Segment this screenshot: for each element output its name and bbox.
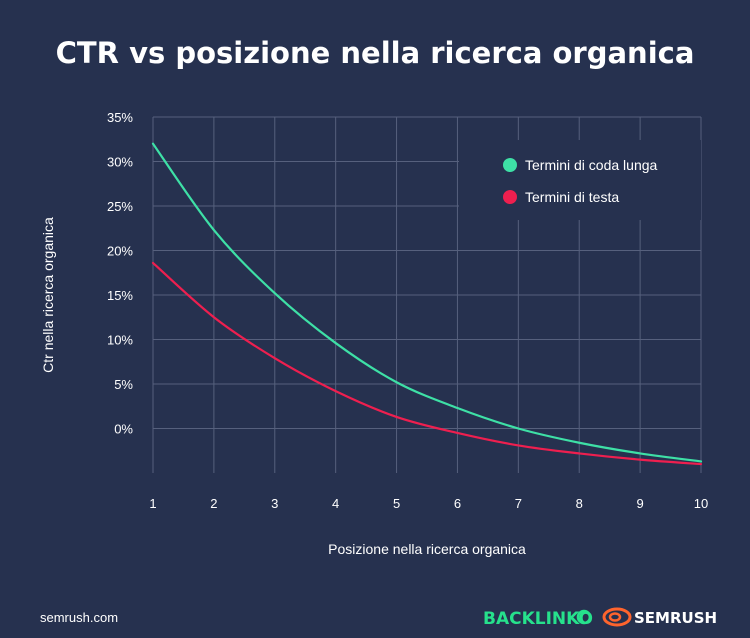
- y-tick-label: 10%: [107, 333, 133, 348]
- legend-label-testa: Termini di testa: [525, 189, 619, 205]
- legend-swatch-coda-lunga: [503, 158, 517, 172]
- x-tick-label: 6: [454, 496, 461, 511]
- x-tick-label: 1: [149, 496, 156, 511]
- legend-swatch-testa: [503, 190, 517, 204]
- x-tick-label: 7: [515, 496, 522, 511]
- y-tick-label: 25%: [107, 199, 133, 214]
- x-axis-ticks: 1 2 3 4 5 6 7 8 9 10: [149, 496, 708, 511]
- legend-label-coda-lunga: Termini di coda lunga: [525, 157, 658, 173]
- semrush-logo: SEMRUSH: [602, 607, 717, 627]
- y-tick-label: 35%: [107, 110, 133, 125]
- semrush-flame-icon: [602, 607, 632, 627]
- backlinko-wordmark: BACKLINKO: [483, 609, 593, 629]
- series: [151, 142, 703, 466]
- backlinko-o-icon: [576, 609, 592, 625]
- y-axis-label: Ctr nella ricerca organica: [40, 217, 56, 373]
- grid: [152, 116, 702, 473]
- y-tick-label: 20%: [107, 244, 133, 259]
- y-tick-label: 5%: [114, 377, 133, 392]
- y-tick-label: 15%: [107, 288, 133, 303]
- y-tick-label: 0%: [114, 422, 133, 437]
- x-tick-label: 9: [636, 496, 643, 511]
- legend-background: [459, 140, 701, 220]
- x-tick-label: 4: [332, 496, 339, 511]
- y-tick-label: 30%: [107, 155, 133, 170]
- x-tick-label: 5: [393, 496, 400, 511]
- y-axis-ticks: 0% 5% 10% 15% 20% 25% 30% 35%: [107, 110, 133, 437]
- x-tick-label: 3: [271, 496, 278, 511]
- source-text: semrush.com: [40, 610, 118, 625]
- series-line-coda-lunga: [151, 142, 703, 463]
- x-tick-label: 8: [576, 496, 583, 511]
- x-tick-label: 10: [694, 496, 708, 511]
- legend: Termini di coda lunga Termini di testa: [503, 157, 658, 205]
- chart-title: CTR vs posizione nella ricerca organica: [56, 36, 695, 70]
- series-line-testa: [151, 261, 703, 466]
- semrush-wordmark: SEMRUSH: [634, 609, 717, 627]
- backlinko-logo: BACKLINKO: [483, 609, 593, 629]
- x-tick-label: 2: [210, 496, 217, 511]
- x-axis-label: Posizione nella ricerca organica: [328, 541, 526, 557]
